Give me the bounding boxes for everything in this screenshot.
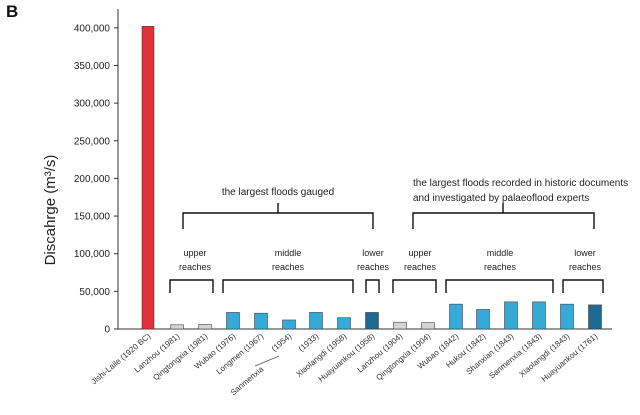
y-tick-label: 150,000 — [74, 212, 111, 223]
bar — [532, 301, 546, 330]
bracket-reach — [365, 279, 380, 293]
reach-label-line2: reaches — [404, 262, 437, 272]
y-tick-label: 400,000 — [74, 23, 111, 34]
bar — [365, 312, 379, 330]
reach-label-line1: upper — [408, 248, 431, 258]
y-tick-label: 50,000 — [79, 287, 110, 298]
bar — [504, 301, 518, 330]
category-label: Shanxian (1843) — [465, 331, 516, 376]
y-tick-label: 300,000 — [74, 99, 111, 110]
bracket-reach — [445, 279, 554, 293]
y-tick-label: 0 — [104, 325, 110, 336]
reach-label-line2: reaches — [357, 262, 390, 272]
bar — [170, 324, 184, 330]
panel-label: B — [6, 2, 19, 21]
category-label-extra: Sanmenxia — [229, 364, 266, 397]
y-axis-label: Discahrge (m³/s) — [42, 155, 59, 266]
bracket-historic — [412, 212, 595, 229]
reach-label-line1: lower — [574, 248, 596, 258]
bracket-gauged — [182, 212, 374, 229]
bar — [476, 309, 490, 330]
reach-label-line2: reaches — [484, 262, 517, 272]
category-label: (1954) — [270, 331, 294, 353]
axes: 0 50,000 100,000 150,000 200,000 250,000 300,0… — [74, 9, 612, 336]
bar — [254, 312, 268, 330]
reach-label-line2: reaches — [179, 262, 212, 272]
reach-label-line2: reaches — [272, 262, 305, 272]
bar — [282, 319, 296, 330]
bracket-reach — [169, 279, 214, 293]
bar — [198, 324, 212, 330]
reach-label-line1: upper — [183, 248, 206, 258]
bars — [141, 26, 602, 330]
y-tick-label: 250,000 — [74, 136, 111, 147]
y-tick-label: 350,000 — [74, 61, 111, 72]
leader-line — [254, 355, 280, 367]
category-label: (1933) — [297, 331, 321, 353]
bar — [337, 317, 351, 330]
bar — [588, 304, 602, 330]
group-label-historic-1: the largest floods recorded in historic … — [413, 178, 628, 189]
reach-label-line2: reaches — [569, 262, 602, 272]
bar — [309, 312, 323, 330]
reach-label-line1: middle — [487, 248, 514, 258]
y-tick-label: 200,000 — [74, 174, 111, 185]
category-labels: Jishi-Laile (1920 BC)Lanzhou (1981)Qingt… — [90, 331, 600, 397]
bracket-reach — [222, 279, 354, 293]
bar — [449, 303, 463, 330]
reach-label-line1: lower — [362, 248, 384, 258]
bar — [560, 303, 574, 330]
annotations: the largest floods gauged the largest flo… — [169, 178, 628, 293]
reach-label-line1: middle — [275, 248, 302, 258]
bar — [393, 321, 407, 330]
bracket-reach — [392, 279, 437, 293]
y-tick-label: 100,000 — [74, 249, 111, 260]
group-label-gauged: the largest floods gauged — [222, 187, 334, 198]
bracket-reach — [562, 279, 604, 293]
bar — [226, 312, 240, 330]
group-label-historic-2: and investigated by palaeoflood experts — [413, 193, 589, 204]
bar — [421, 322, 435, 330]
bar — [141, 26, 155, 330]
